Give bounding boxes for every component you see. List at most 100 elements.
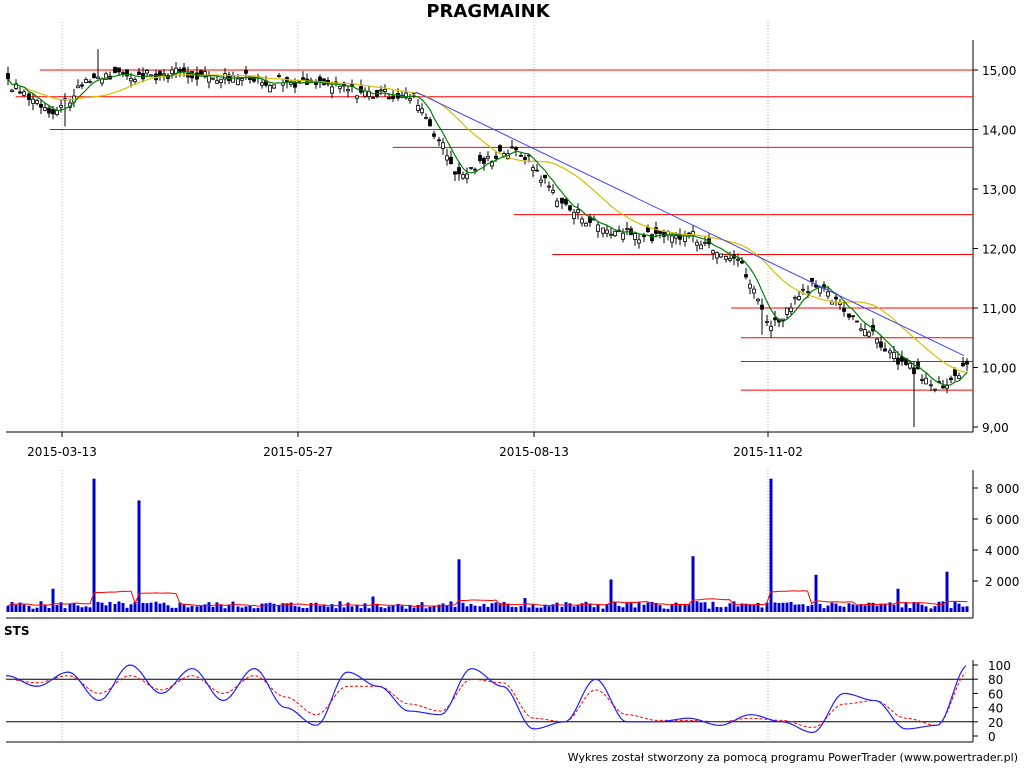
volume-bar bbox=[674, 602, 678, 612]
volume-bar bbox=[797, 604, 801, 612]
volume-bar bbox=[272, 603, 276, 612]
volume-bar bbox=[350, 606, 354, 612]
candle-body bbox=[724, 255, 728, 260]
candle-body bbox=[896, 357, 900, 365]
volume-bar bbox=[736, 606, 740, 612]
volume-bar bbox=[318, 605, 322, 612]
candle-body bbox=[314, 82, 318, 86]
candle-body bbox=[416, 104, 420, 111]
volume-bar bbox=[149, 602, 153, 612]
candle-body bbox=[933, 388, 937, 391]
volume-bar bbox=[564, 602, 568, 612]
volume-bar bbox=[617, 605, 621, 612]
volume-y-tick-label: 6 000 bbox=[985, 513, 1019, 527]
candle-body bbox=[272, 84, 276, 89]
volume-bar bbox=[486, 606, 490, 612]
volume-bar bbox=[309, 603, 313, 612]
candle-body bbox=[469, 166, 473, 169]
volume-bar bbox=[949, 608, 953, 612]
volume-bar bbox=[781, 602, 785, 612]
volume-bar bbox=[904, 602, 908, 612]
volume-bar bbox=[879, 603, 883, 612]
volume-bar bbox=[256, 607, 260, 612]
volume-bar bbox=[359, 608, 363, 612]
candle-body bbox=[145, 70, 149, 74]
volume-bar bbox=[851, 604, 855, 612]
volume-bar bbox=[523, 598, 527, 612]
volume-bar bbox=[137, 500, 141, 612]
volume-bar bbox=[810, 604, 814, 612]
candle-body bbox=[670, 235, 674, 243]
candle-body bbox=[178, 68, 182, 72]
volume-bar bbox=[547, 606, 551, 612]
volume-bar bbox=[215, 602, 219, 612]
candle-body bbox=[215, 80, 219, 84]
candle-body bbox=[92, 73, 96, 79]
volume-bar bbox=[678, 603, 682, 612]
candle-body bbox=[834, 296, 838, 300]
x-tick-label: 2015-03-13 bbox=[27, 445, 97, 459]
candle-body bbox=[810, 277, 814, 282]
volume-bar bbox=[642, 604, 646, 612]
candle-body bbox=[43, 107, 47, 111]
volume-bar bbox=[490, 603, 494, 612]
volume-bar bbox=[305, 607, 309, 612]
price-y-tick-label: 14,00 bbox=[982, 124, 1016, 138]
volume-bar bbox=[338, 601, 342, 612]
candle-body bbox=[461, 174, 465, 179]
volume-bar bbox=[88, 607, 92, 612]
candle-body bbox=[945, 384, 949, 389]
candle-body bbox=[494, 155, 498, 159]
volume-bar bbox=[190, 605, 194, 612]
candle-body bbox=[301, 77, 305, 80]
candle-body bbox=[121, 72, 125, 75]
candle-body bbox=[867, 331, 871, 337]
volume-bar bbox=[387, 606, 391, 612]
volume-bar bbox=[789, 601, 793, 612]
volume-bar bbox=[924, 606, 928, 612]
volume-bar bbox=[933, 606, 937, 612]
candle-body bbox=[765, 320, 769, 323]
volume-bar bbox=[650, 601, 654, 612]
volume-bar bbox=[355, 604, 359, 612]
candle-body bbox=[650, 234, 654, 242]
candle-body bbox=[888, 350, 892, 354]
volume-bar bbox=[568, 603, 572, 612]
candle-body bbox=[219, 78, 223, 83]
candle-body bbox=[773, 317, 777, 321]
volume-bar bbox=[35, 607, 39, 612]
volume-bar bbox=[584, 601, 588, 612]
candle-body bbox=[613, 230, 617, 237]
volume-bar bbox=[375, 604, 379, 612]
candle-body bbox=[683, 235, 687, 242]
volume-bar bbox=[260, 603, 264, 612]
volume-bar bbox=[732, 601, 736, 612]
volume-bar bbox=[953, 601, 957, 612]
volume-bar bbox=[22, 604, 26, 612]
candle-body bbox=[482, 157, 486, 164]
candle-body bbox=[912, 367, 916, 375]
candle-body bbox=[740, 260, 744, 264]
volume-bar bbox=[715, 606, 719, 612]
volume-bar bbox=[145, 603, 149, 612]
candle-body bbox=[965, 360, 969, 365]
volume-bar bbox=[596, 605, 600, 612]
volume-bar bbox=[814, 574, 818, 612]
volume-bar bbox=[719, 607, 723, 612]
volume-bar bbox=[654, 602, 658, 612]
candle-body bbox=[711, 250, 715, 254]
volume-bar bbox=[748, 605, 752, 612]
volume-bar bbox=[51, 588, 55, 612]
volume-bar bbox=[728, 603, 732, 612]
volume-bar bbox=[867, 602, 871, 612]
volume-bar bbox=[174, 607, 178, 612]
candle-body bbox=[170, 69, 174, 75]
volume-bar bbox=[199, 605, 203, 612]
volume-bar bbox=[633, 607, 637, 612]
candle-body bbox=[371, 97, 375, 99]
price-y-tick-label: 11,00 bbox=[982, 302, 1016, 316]
volume-bar bbox=[900, 607, 904, 612]
volume-bar bbox=[281, 603, 285, 612]
volume-bar bbox=[203, 604, 207, 612]
sts-y-tick-label: 100 bbox=[988, 659, 1011, 673]
